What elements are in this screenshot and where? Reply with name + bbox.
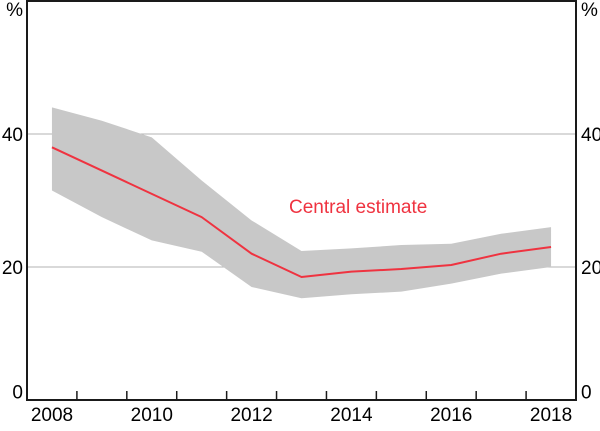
central-estimate-line <box>51 146 552 278</box>
confidence-band <box>51 107 552 299</box>
y-tick-label-right-40: 40 <box>581 125 600 146</box>
x-tick-label-2016: 2016 <box>430 405 472 426</box>
x-tick-label-2018: 2018 <box>530 405 572 426</box>
x-tick-label-2010: 2010 <box>131 405 173 426</box>
unit-label-right: % <box>581 0 598 21</box>
y-tick-label-right-0: 0 <box>581 383 592 404</box>
y-tick-label-left-20: 20 <box>2 258 23 279</box>
y-tick-label-left-40: 40 <box>2 125 23 146</box>
plot-frame <box>26 0 577 401</box>
unit-label-left: % <box>6 0 23 21</box>
y-tick-label-left-0: 0 <box>12 383 23 404</box>
x-tick-label-2012: 2012 <box>230 405 272 426</box>
x-tick-label-2008: 2008 <box>31 405 73 426</box>
central-estimate-annotation: Central estimate <box>289 197 428 218</box>
x-tick-label-2014: 2014 <box>330 405 373 426</box>
y-tick-label-right-20: 20 <box>581 258 600 279</box>
